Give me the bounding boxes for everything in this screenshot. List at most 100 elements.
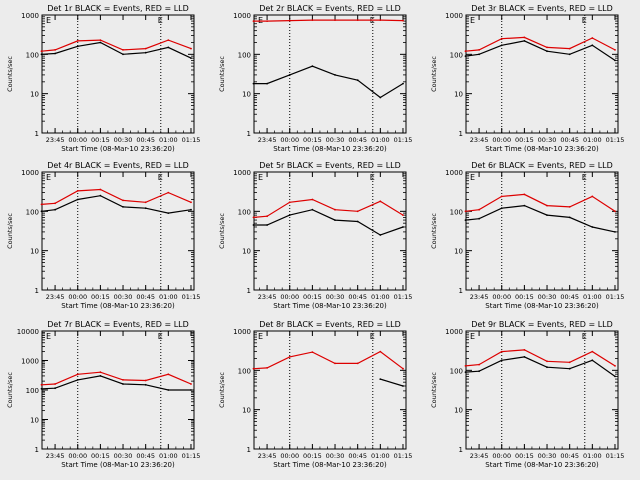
y-tick-label: 1 [35, 130, 39, 138]
x-tick-label: 00:15 [303, 452, 322, 460]
x-tick-label: 00:45 [348, 293, 367, 301]
x-tick-label: 00:00 [280, 293, 299, 301]
data-point-events [379, 378, 382, 380]
y-tick-label: 1000 [21, 12, 39, 20]
data-point-events [568, 53, 571, 56]
plot-frame [253, 330, 407, 450]
plot-title: Det 4r BLACK = Events, RED = LLD [47, 161, 189, 170]
event-marker: E [582, 332, 587, 341]
data-point-events [402, 226, 404, 228]
x-tick-label: 01:00 [583, 293, 602, 301]
x-tick-label: 01:15 [394, 293, 413, 301]
plot-frame [253, 14, 407, 134]
x-tick-label: 00:45 [136, 136, 155, 144]
data-point-lld [402, 214, 404, 217]
data-point-lld [591, 37, 594, 39]
data-point-events [568, 216, 571, 219]
x-tick-label: 00:00 [492, 136, 511, 144]
event-marker: E [46, 16, 51, 25]
plot-frame [253, 171, 407, 291]
x-tick-label: 23:45 [258, 136, 277, 144]
data-point-events [464, 371, 467, 373]
x-tick-label: 01:15 [182, 136, 201, 144]
x-tick-label: 00:30 [538, 136, 557, 144]
x-tick-label: 00:30 [326, 452, 345, 460]
data-point-events [54, 52, 56, 55]
event-marker: E [158, 173, 163, 182]
y-axis-label: Counts/sec [6, 56, 14, 92]
data-point-lld [500, 195, 503, 198]
x-axis-label: Start Time (08-Mar-10 23:36:20) [61, 302, 175, 310]
plot-frame [41, 14, 195, 134]
data-point-lld [54, 49, 56, 51]
x-axis-label: Start Time (08-Mar-10 23:36:20) [61, 145, 175, 153]
x-tick-label: 23:45 [470, 136, 489, 144]
y-tick-label: 10 [242, 248, 251, 256]
x-tick-label: 00:30 [114, 452, 133, 460]
series-line-events [465, 356, 616, 377]
data-point-events [99, 194, 102, 197]
data-point-events [523, 356, 526, 358]
plot-title: Det 8r BLACK = Events, RED = LLD [259, 320, 401, 329]
event-marker: E [582, 16, 587, 25]
x-tick-label: 00:30 [326, 293, 345, 301]
plot-title: Det 3r BLACK = Events, RED = LLD [471, 4, 613, 13]
data-point-events [546, 366, 548, 369]
data-point-events [311, 65, 314, 68]
x-tick-label: 00:00 [280, 136, 299, 144]
x-tick-label: 00:00 [492, 452, 511, 460]
x-tick-label: 01:00 [371, 293, 390, 301]
series-line-lld [465, 36, 616, 52]
data-point-events [144, 51, 147, 54]
event-marker: E [158, 332, 163, 341]
detector-panel: Det 5r BLACK = Events, RED = LLD Counts/s… [218, 161, 412, 310]
data-point-lld [478, 49, 480, 51]
data-point-events [54, 208, 56, 211]
data-point-lld [40, 203, 43, 206]
data-point-events [500, 44, 503, 47]
data-point-events [122, 383, 124, 385]
data-point-events [190, 208, 192, 211]
y-tick-label: 10 [30, 91, 39, 99]
data-point-lld [614, 49, 616, 51]
plot-title: Det 6r BLACK = Events, RED = LLD [471, 161, 613, 170]
data-point-lld [356, 210, 359, 213]
y-tick-label: 1000 [445, 169, 463, 177]
y-axis-label: Counts/sec [430, 213, 438, 249]
series-line-lld [41, 371, 192, 386]
y-tick-label: 1 [247, 287, 251, 295]
y-axis-label: Counts/sec [6, 213, 14, 249]
data-point-lld [464, 50, 467, 53]
data-point-lld [546, 46, 548, 49]
data-point-events [478, 370, 480, 373]
data-point-lld [591, 350, 594, 353]
y-axis-label: Counts/sec [218, 372, 226, 408]
data-point-lld [523, 193, 526, 196]
data-point-events [122, 206, 124, 208]
data-point-lld [478, 363, 480, 366]
data-point-events [54, 387, 56, 390]
y-tick-label: 1000 [233, 169, 251, 177]
x-axis-label: Start Time (08-Mar-10 23:36:20) [273, 461, 387, 469]
y-tick-label: 1 [459, 287, 463, 295]
data-point-lld [568, 361, 571, 364]
x-tick-label: 00:00 [68, 452, 87, 460]
data-point-lld [167, 373, 170, 376]
y-tick-label: 1000 [233, 12, 251, 20]
x-tick-label: 00:00 [68, 293, 87, 301]
y-tick-label: 10 [242, 407, 251, 415]
plot-frame [465, 330, 619, 450]
data-point-lld [464, 210, 467, 213]
detector-panel: Det 6r BLACK = Events, RED = LLD Counts/s… [430, 161, 624, 310]
series-line-events [465, 204, 616, 233]
series-line-lld [41, 39, 192, 52]
x-tick-label: 00:45 [560, 136, 579, 144]
x-axis-label: Start Time (08-Mar-10 23:36:20) [273, 302, 387, 310]
plot-frame [41, 171, 195, 291]
y-tick-label: 10000 [17, 328, 39, 336]
plot-frame [465, 14, 619, 134]
data-point-events [144, 207, 147, 210]
data-point-events [523, 204, 526, 207]
series-line-lld [253, 198, 404, 218]
data-point-events [464, 219, 467, 222]
